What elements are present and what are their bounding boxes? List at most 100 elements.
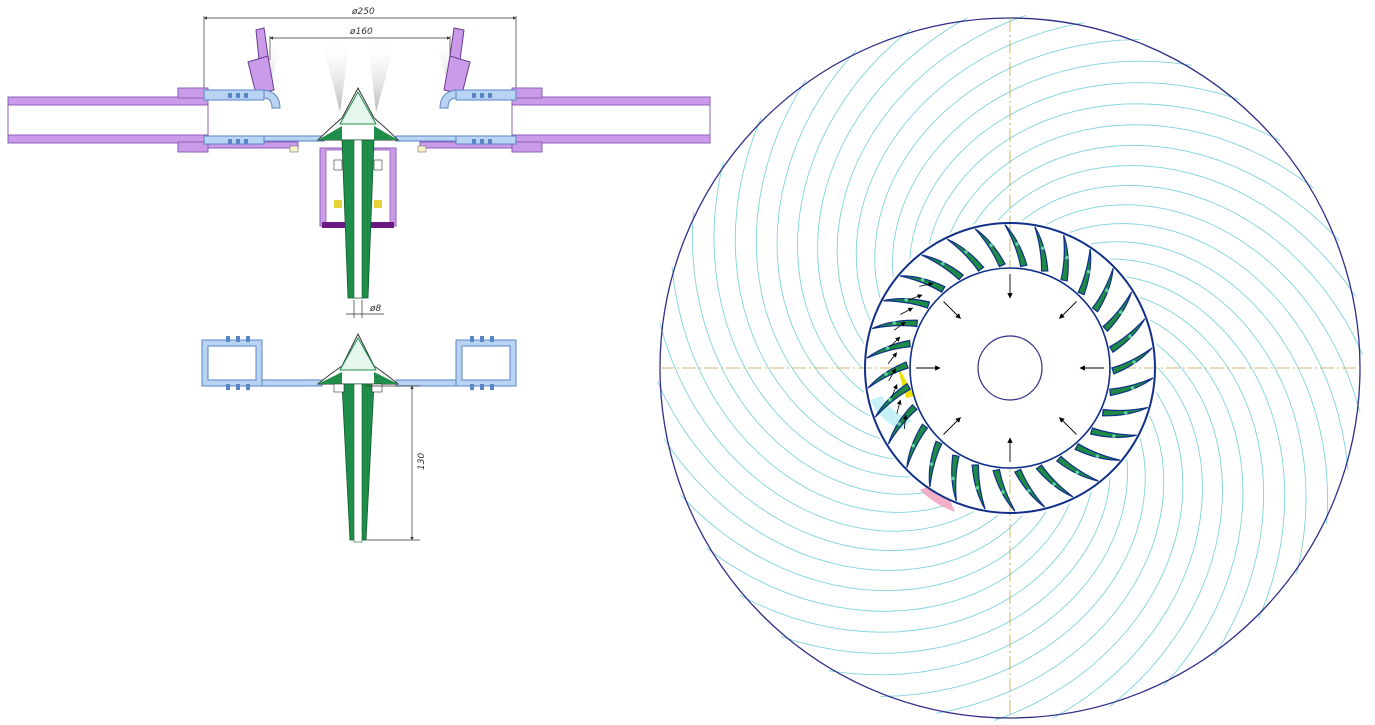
streamline <box>1069 223 1349 470</box>
arrow-icon <box>893 321 906 331</box>
hub-and-shaft <box>289 86 427 299</box>
section-view-rotor: 130 <box>201 332 517 543</box>
impeller-blade <box>883 298 931 309</box>
streamline <box>855 22 1084 321</box>
streamline <box>880 438 1146 697</box>
spiral-streamlines <box>656 14 1364 722</box>
streamline <box>734 117 894 460</box>
streamline <box>691 211 930 495</box>
impeller-blade <box>1089 427 1137 438</box>
dimension-label-outer: ø250 <box>351 7 375 17</box>
arrow-icon <box>908 294 923 301</box>
impeller-blade <box>1035 464 1074 498</box>
streamline <box>874 39 1140 298</box>
arrow-icon <box>900 307 914 315</box>
arrow-icon <box>887 352 898 364</box>
streamline <box>973 144 1340 242</box>
streamline <box>1140 297 1265 657</box>
streamline <box>656 381 999 551</box>
dimension-shaft-diameter: ø8 <box>346 300 384 318</box>
impeller-blades <box>866 224 1154 512</box>
impeller-blade <box>1014 468 1046 508</box>
impeller-blade <box>1055 455 1099 482</box>
streamline <box>680 494 1047 592</box>
impeller-blade <box>1101 406 1149 417</box>
impeller-blade <box>1109 377 1154 397</box>
dimension-outer-diameter: ø250 <box>203 7 517 92</box>
impeller-blade <box>1077 249 1092 296</box>
impeller-blade <box>1108 318 1146 354</box>
rotor-teeth <box>226 336 494 390</box>
streamline <box>780 476 1111 654</box>
impeller-outer-rim <box>864 222 1156 514</box>
streamline <box>1109 343 1223 707</box>
impeller-blade <box>1074 442 1121 461</box>
impeller-blade <box>871 319 919 330</box>
impeller-blade <box>971 464 986 510</box>
arrow-icon <box>891 384 898 398</box>
streamline <box>776 50 871 417</box>
impeller-blade <box>974 228 1006 268</box>
impeller-blade <box>1091 268 1114 313</box>
rotor-rings <box>201 339 517 387</box>
labyrinth-teeth <box>228 93 492 144</box>
impeller-blade <box>951 454 960 502</box>
arrow-icon <box>1059 301 1077 319</box>
streamline <box>836 14 1026 344</box>
impeller-blade <box>928 440 943 487</box>
dimension-inner-diameter: ø160 <box>269 27 451 60</box>
streamline <box>739 491 1092 633</box>
impeller-plan-view <box>656 14 1364 722</box>
streamline <box>1090 241 1329 525</box>
dimension-label-inner: ø160 <box>349 27 373 37</box>
streamline <box>817 17 968 369</box>
streamline <box>1126 276 1286 619</box>
streamline <box>797 29 911 393</box>
arrow-icon <box>943 417 961 435</box>
streamline <box>1046 204 1361 413</box>
impeller-blade <box>874 382 912 418</box>
arrow-icon <box>896 399 902 414</box>
streamline <box>671 266 951 513</box>
streamline <box>909 82 1240 260</box>
force-arrows <box>887 274 1104 462</box>
streamline <box>928 103 1281 245</box>
arrow-icon <box>902 414 908 430</box>
streamline <box>1149 319 1244 686</box>
impeller-blade <box>1004 224 1028 268</box>
impeller-blade <box>1102 291 1133 333</box>
casing-pipe <box>7 87 711 153</box>
impeller-blade <box>992 468 1016 512</box>
streamline <box>1021 185 1364 355</box>
dimension-label-length: 130 <box>417 453 427 470</box>
arrow-icon <box>889 336 901 348</box>
impeller-rings <box>203 89 517 145</box>
dimension-shaft-length: 130 <box>366 385 427 541</box>
arrow-icon <box>1059 417 1077 435</box>
impeller-blade <box>1111 347 1153 375</box>
rotor-hub <box>316 332 400 543</box>
streamline <box>950 124 1315 233</box>
streamline <box>1052 367 1203 719</box>
impeller-blade <box>1034 226 1049 272</box>
streamline <box>997 165 1357 297</box>
section-view-assembly: ø250 ø160 <box>7 7 711 318</box>
arrow-icon <box>943 301 961 319</box>
streamline <box>994 392 1184 722</box>
streamline <box>892 60 1192 278</box>
impeller-blade <box>946 238 985 272</box>
streamline <box>659 323 974 532</box>
streamline <box>828 458 1128 676</box>
impeller-blade <box>1060 234 1069 282</box>
impeller-blade <box>906 423 929 468</box>
streamline <box>755 79 880 439</box>
streamline <box>705 503 1070 612</box>
streamline <box>936 415 1165 714</box>
hub-circle <box>977 335 1043 401</box>
streamline <box>663 439 1023 571</box>
dimension-label-shaft: ø8 <box>369 304 382 314</box>
inlet-guide-vanes <box>247 27 471 95</box>
arrow-icon <box>888 368 897 381</box>
streamline <box>1110 258 1307 575</box>
arrow-icon <box>919 282 934 287</box>
